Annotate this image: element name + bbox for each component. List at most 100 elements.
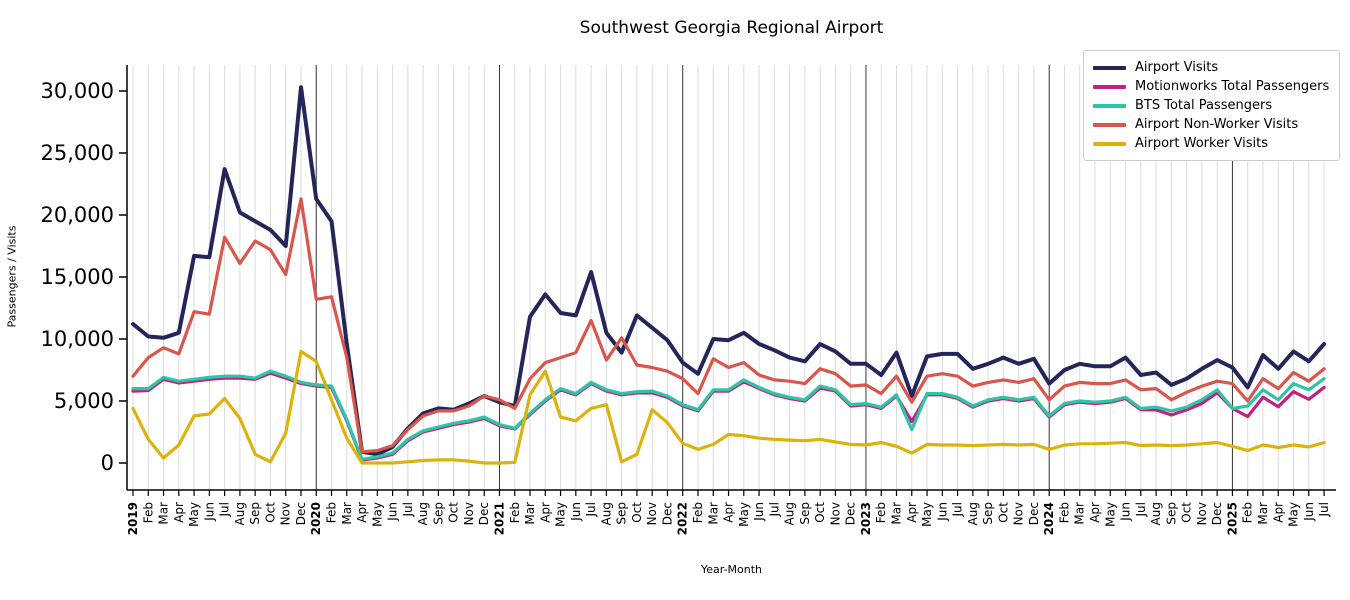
y-tick-label: 10,000 bbox=[41, 327, 114, 351]
legend-item: Airport Non-Worker Visits bbox=[1093, 115, 1329, 134]
x-tick-label-month: Jul bbox=[1134, 502, 1148, 517]
x-tick-label-month: Mar bbox=[1073, 502, 1087, 525]
x-tick-label-month: Feb bbox=[874, 502, 888, 523]
legend-label: Airport Visits bbox=[1135, 60, 1219, 75]
x-tick-label-month: Feb bbox=[325, 502, 339, 523]
x-tick-label-year: 2023 bbox=[859, 502, 873, 535]
legend-line-swatch bbox=[1093, 103, 1126, 108]
x-tick-label-month: Aug bbox=[233, 502, 247, 525]
x-tick-label-month: Jul bbox=[584, 502, 598, 517]
y-tick-label: 0 bbox=[101, 451, 114, 475]
x-axis-label: Year-Month bbox=[700, 563, 763, 576]
legend-item: Airport Visits bbox=[1093, 58, 1329, 77]
x-tick-label-year: 2024 bbox=[1042, 502, 1056, 535]
x-tick-label-month: Oct bbox=[996, 502, 1010, 523]
x-tick-label-month: Jul bbox=[951, 502, 965, 517]
x-tick-label-month: Apr bbox=[172, 502, 186, 523]
y-tick-label: 30,000 bbox=[41, 79, 114, 103]
x-tick-label-month: Nov bbox=[828, 502, 842, 525]
x-tick-label-month: Aug bbox=[966, 502, 980, 525]
x-tick-label-month: Aug bbox=[1149, 502, 1163, 525]
x-tick-label-month: Dec bbox=[660, 502, 674, 525]
x-tick-label-month: Nov bbox=[645, 502, 659, 525]
legend-line-swatch bbox=[1093, 122, 1126, 127]
x-tick-label-month: Jul bbox=[767, 502, 781, 517]
x-tick-label-month: Mar bbox=[706, 502, 720, 525]
legend-label: Motionworks Total Passengers bbox=[1135, 79, 1330, 94]
x-tick-label-month: Feb bbox=[1241, 502, 1255, 523]
x-tick-label-month: Sep bbox=[798, 502, 812, 525]
x-tick-label-month: Oct bbox=[447, 502, 461, 523]
x-tick-label-month: Nov bbox=[1195, 502, 1209, 525]
x-tick-label-month: Sep bbox=[981, 502, 995, 525]
x-tick-label-month: May bbox=[737, 502, 751, 527]
legend-item: BTS Total Passengers bbox=[1093, 96, 1329, 115]
legend: Airport Visits Motionworks Total Passenge… bbox=[1083, 50, 1341, 161]
x-tick-label-month: Oct bbox=[263, 502, 277, 523]
series-line-airport-non-worker-visits bbox=[131, 197, 1326, 454]
x-tick-label-month: Dec bbox=[844, 502, 858, 525]
y-tick-label: 20,000 bbox=[41, 203, 114, 227]
legend-line-swatch bbox=[1093, 65, 1126, 70]
series-line-airport-visits bbox=[131, 85, 1327, 457]
x-tick-label-month: Sep bbox=[615, 502, 629, 525]
x-tick-label-month: Apr bbox=[355, 502, 369, 523]
x-tick-label-month: Oct bbox=[813, 502, 827, 523]
x-tick-label-month: Jun bbox=[1302, 502, 1316, 522]
x-tick-label-month: Jun bbox=[569, 502, 583, 522]
x-tick-label-month: Dec bbox=[294, 502, 308, 525]
x-tick-label-month: Apr bbox=[538, 502, 552, 523]
x-tick-label-month: Dec bbox=[1210, 502, 1224, 525]
x-tick-label-month: Apr bbox=[1271, 502, 1285, 523]
x-tick-label-month: Oct bbox=[1180, 502, 1194, 523]
x-tick-label-month: Oct bbox=[630, 502, 644, 523]
x-tick-label-year: 2019 bbox=[126, 502, 140, 535]
series-line-airport-worker-visits bbox=[131, 349, 1326, 465]
x-tick-label-month: May bbox=[1287, 502, 1301, 527]
x-tick-label-month: Aug bbox=[416, 502, 430, 525]
legend-item: Airport Worker Visits bbox=[1093, 134, 1329, 153]
x-tick-label-month: Nov bbox=[1012, 502, 1026, 525]
y-tick-label: 25,000 bbox=[41, 141, 114, 165]
y-axis-label: Passengers / Visits bbox=[5, 225, 19, 328]
legend-line-swatch bbox=[1093, 84, 1126, 89]
x-tick-label-month: Nov bbox=[279, 502, 293, 525]
series-line-bts-total-passengers bbox=[131, 369, 1326, 461]
x-tick-label-month: May bbox=[1103, 502, 1117, 527]
x-tick-label-month: Jun bbox=[202, 502, 216, 522]
x-tick-label-month: Sep bbox=[431, 502, 445, 525]
x-tick-label-month: Jul bbox=[1317, 502, 1331, 517]
x-tick-label-year: 2020 bbox=[309, 502, 323, 535]
x-tick-label-month: Apr bbox=[905, 502, 919, 523]
x-tick-label-month: Feb bbox=[691, 502, 705, 523]
x-tick-label-month: Aug bbox=[783, 502, 797, 525]
x-tick-label-month: Aug bbox=[599, 502, 613, 525]
x-tick-label-month: Mar bbox=[1256, 502, 1270, 525]
x-tick-label-month: Mar bbox=[890, 502, 904, 525]
y-tick-label: 15,000 bbox=[41, 265, 114, 289]
x-tick-label-month: Jun bbox=[752, 502, 766, 522]
x-tick-label-month: Mar bbox=[523, 502, 537, 525]
x-tick-label-month: Dec bbox=[477, 502, 491, 525]
x-tick-label-month: May bbox=[187, 502, 201, 527]
legend-item: Motionworks Total Passengers bbox=[1093, 77, 1329, 96]
legend-label: Airport Non-Worker Visits bbox=[1135, 117, 1299, 132]
x-tick-label-month: Sep bbox=[1164, 502, 1178, 525]
x-tick-label-month: May bbox=[370, 502, 384, 527]
x-tick-label-month: May bbox=[920, 502, 934, 527]
legend-label: Airport Worker Visits bbox=[1135, 136, 1269, 151]
x-tick-label-year: 2021 bbox=[492, 502, 506, 535]
x-tick-label-month: Jun bbox=[386, 502, 400, 522]
x-tick-label-year: 2025 bbox=[1225, 502, 1239, 535]
x-tick-label-month: Feb bbox=[141, 502, 155, 523]
x-tick-label-month: Dec bbox=[1027, 502, 1041, 525]
x-tick-label-month: May bbox=[554, 502, 568, 527]
chart-title: Southwest Georgia Regional Airport bbox=[579, 18, 884, 38]
x-tick-label-month: Sep bbox=[248, 502, 262, 525]
x-tick-label-month: Jul bbox=[218, 502, 232, 517]
x-tick-label-month: Mar bbox=[340, 502, 354, 525]
legend-label: BTS Total Passengers bbox=[1135, 98, 1273, 113]
x-tick-label-month: Jun bbox=[935, 502, 949, 522]
